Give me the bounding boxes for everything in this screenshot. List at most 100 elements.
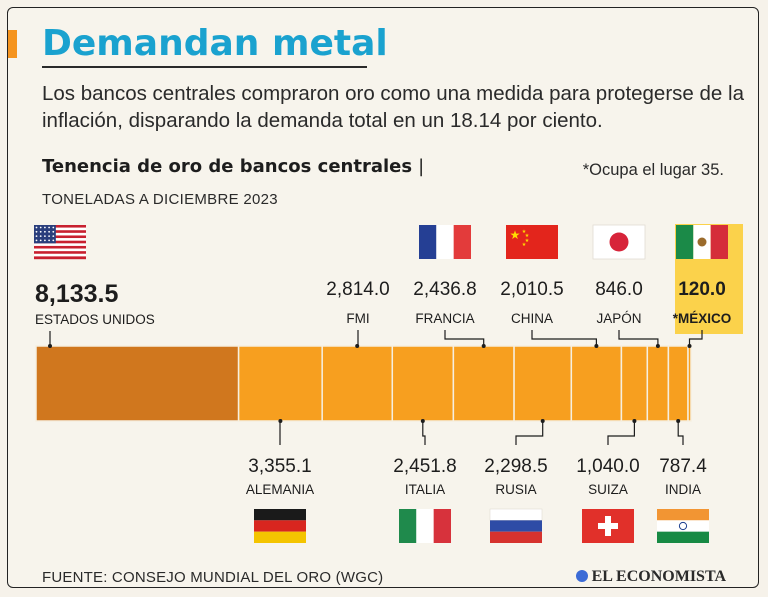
us-flag-star (52, 235, 55, 238)
connector-italia (422, 421, 426, 445)
us-flag-stripe (34, 245, 86, 249)
bar-china (570, 345, 623, 422)
us-flag-star (48, 230, 50, 233)
france-flag-blue (419, 225, 437, 259)
india-flag-green (657, 531, 709, 543)
italy-flag-green (399, 509, 417, 543)
connector-dot-estadosunidos (48, 344, 52, 348)
china-flag-field (506, 225, 558, 259)
germany-flag-gold (254, 531, 306, 543)
name-label-rusia: RUSIA (495, 482, 536, 497)
us-flag-star (39, 239, 42, 242)
title-underline (42, 66, 367, 68)
russia-flag-blue (490, 520, 542, 532)
russia-flag-red (490, 531, 542, 543)
value-label-italia: 2,451.8 (393, 456, 456, 477)
bar-suiza (620, 345, 649, 422)
connector-dot-india (676, 419, 681, 423)
name-label-estadosunidos: ESTADOS UNIDOS (35, 312, 155, 327)
us-flag-stripe (34, 227, 86, 231)
name-label-francia: FRANCIA (415, 311, 474, 326)
ranking-note: *Ocupa el lugar 35. (582, 161, 724, 179)
us-flag-stripe (34, 243, 86, 247)
us-flag-star (52, 230, 55, 233)
us-flag-star (35, 239, 38, 242)
name-label-mxico: *MÉXICO (673, 311, 732, 326)
japan-flag-sun (609, 232, 629, 252)
value-label-francia: 2,436.8 (413, 279, 476, 300)
connector-dot-suiza (632, 419, 637, 423)
us-flag-star (44, 235, 46, 238)
china-flag-small-star: ★ (525, 238, 530, 244)
infographic-frame: Demandan metal Los bancos centrales comp… (7, 7, 759, 588)
page-title: Demandan metal (42, 23, 388, 64)
name-label-india: INDIA (665, 482, 701, 497)
name-label-alemania: ALEMANIA (246, 482, 314, 497)
china-flag-small-star: ★ (522, 242, 527, 248)
value-label-japn: 846.0 (595, 279, 643, 300)
chart-title-text: Tenencia de oro de bancos centrales (42, 156, 413, 177)
bar-rusia (513, 345, 573, 422)
us-flag-star (44, 226, 46, 229)
us-flag-stripe (34, 225, 86, 228)
bar-fmi (321, 345, 394, 422)
india-flag-white (657, 520, 709, 532)
us-flag-star (48, 239, 50, 242)
connector-dot-rusia (540, 419, 545, 423)
subtitle: Los bancos centrales compraron oro como … (42, 82, 744, 132)
france-flag-red (453, 225, 471, 259)
brand-icon (575, 570, 588, 582)
mexico-flag-red (710, 225, 728, 259)
us-flag-star (44, 230, 46, 233)
connector-dot-alemania (278, 419, 283, 423)
connector-dot-japn (655, 344, 660, 348)
us-flag-stripe (34, 248, 86, 252)
connector-india (677, 421, 684, 445)
china-flag-small-star: ★ (522, 229, 527, 235)
name-label-japn: JAPÓN (596, 311, 641, 326)
chart-title: Tenencia de oro de bancos centrales | (42, 156, 424, 177)
germany-flag-black (254, 509, 306, 521)
us-flag-star (48, 235, 50, 238)
us-flag-star (35, 226, 38, 229)
value-label-fmi: 2,814.0 (326, 279, 389, 300)
us-flag-star (39, 230, 42, 233)
connector-japn (618, 330, 659, 346)
mexico-flag-green (676, 225, 694, 259)
china-flag-small-star: ★ (525, 233, 530, 239)
us-flag-stripe (34, 256, 86, 260)
value-label-rusia: 2,298.5 (484, 456, 547, 477)
value-label-mxico: 120.0 (678, 279, 726, 300)
us-flag-star (52, 226, 55, 229)
brand-logo: EL ECONOMISTA (575, 568, 726, 586)
bar-japn (646, 345, 670, 422)
source-note: FUENTE: CONSEJO MUNDIAL DEL ORO (WGC) (42, 569, 384, 586)
italy-flag-red (433, 509, 451, 543)
us-flag-stripe (34, 238, 86, 241)
switzerland-flag-cross-h (598, 523, 618, 529)
us-flag-stripe (34, 251, 86, 254)
france-flag-white (436, 225, 454, 259)
us-flag-star (39, 226, 42, 229)
bar-estadosunidos (35, 345, 240, 422)
value-label-estadosunidos: 8,133.5 (35, 280, 119, 308)
us-flag-stripe (34, 230, 86, 234)
us-flag-stripe (34, 232, 86, 236)
bar-alemania (237, 345, 323, 422)
connector-rusia (515, 421, 544, 445)
brand-name: EL ECONOMISTA (591, 568, 726, 585)
name-label-china: CHINA (511, 311, 553, 326)
name-label-italia: ITALIA (405, 482, 445, 497)
value-label-alemania: 3,355.1 (248, 456, 311, 477)
value-label-india: 787.4 (659, 456, 707, 477)
us-flag-star (48, 226, 50, 229)
us-flag-star (39, 235, 42, 238)
connector-china (531, 330, 597, 346)
us-flag-stripe (34, 240, 86, 244)
accent-bar (8, 30, 17, 58)
us-flag-star (35, 235, 38, 238)
russia-flag-white (489, 508, 543, 521)
connector-dot-fmi (355, 344, 360, 348)
us-flag-star (35, 230, 38, 233)
gold-holdings-chart: 8,133.5 ESTADOS UNIDOS 3,355.1 ALEMANIA 2,81… (34, 224, 732, 543)
